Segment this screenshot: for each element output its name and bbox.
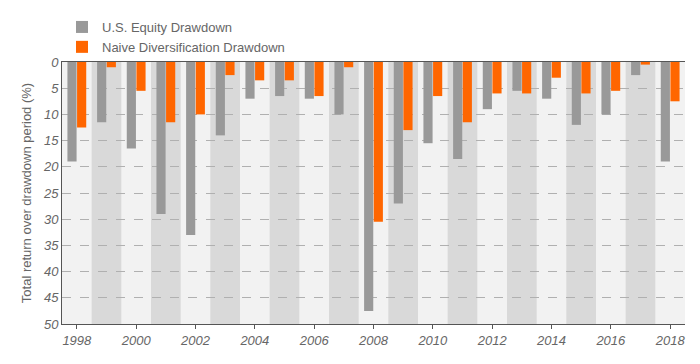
- svg-text:35: 35: [44, 238, 59, 253]
- svg-text:2012: 2012: [477, 333, 508, 348]
- svg-text:25: 25: [43, 186, 59, 201]
- svg-text:2014: 2014: [536, 333, 566, 348]
- svg-text:2006: 2006: [299, 333, 330, 348]
- svg-text:20: 20: [43, 159, 59, 174]
- svg-text:15: 15: [44, 133, 59, 148]
- svg-text:2010: 2010: [417, 333, 448, 348]
- svg-text:1998: 1998: [62, 333, 92, 348]
- svg-text:50: 50: [44, 317, 59, 332]
- svg-text:2004: 2004: [239, 333, 269, 348]
- svg-text:45: 45: [44, 290, 59, 305]
- svg-text:2018: 2018: [655, 333, 686, 348]
- svg-text:U.S. Equity Drawdown: U.S. Equity Drawdown: [102, 20, 232, 35]
- svg-text:30: 30: [44, 212, 59, 227]
- svg-text:Naive Diversification Drawdown: Naive Diversification Drawdown: [102, 40, 285, 55]
- svg-text:2016: 2016: [595, 333, 626, 348]
- svg-text:2002: 2002: [180, 333, 211, 348]
- svg-text:2000: 2000: [121, 333, 152, 348]
- svg-text:2008: 2008: [358, 333, 389, 348]
- svg-text:0: 0: [51, 55, 59, 70]
- svg-text:40: 40: [44, 264, 59, 279]
- svg-text:5: 5: [51, 81, 59, 96]
- svg-text:10: 10: [44, 107, 59, 122]
- svg-text:Total return over drawdown per: Total return over drawdown period (%): [19, 83, 34, 303]
